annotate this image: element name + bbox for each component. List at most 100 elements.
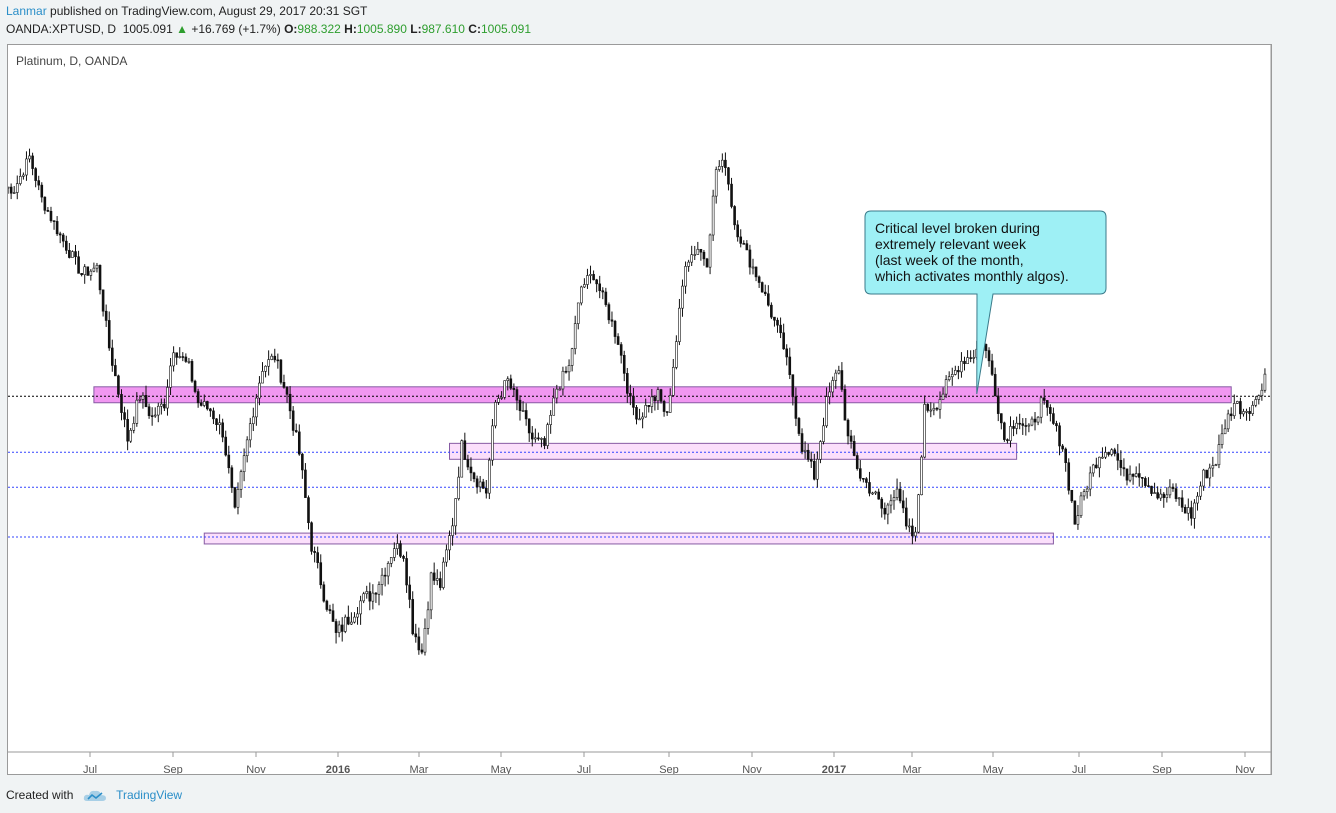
candle-body bbox=[15, 183, 19, 193]
candle-body bbox=[1009, 426, 1012, 442]
candle-body bbox=[1137, 473, 1141, 478]
candle-body bbox=[717, 166, 721, 170]
candle-body bbox=[86, 266, 90, 276]
candle-body bbox=[592, 274, 595, 281]
candle-body bbox=[491, 425, 494, 461]
candle-body bbox=[71, 251, 74, 258]
candle-body bbox=[1122, 467, 1126, 470]
candle-body bbox=[227, 454, 231, 469]
candle-body bbox=[206, 401, 209, 410]
candle-body bbox=[742, 243, 746, 245]
candle-body bbox=[785, 348, 789, 358]
candle-body bbox=[586, 275, 589, 285]
candle-body bbox=[1045, 400, 1049, 408]
candle-body bbox=[926, 404, 930, 411]
candle-body bbox=[147, 406, 151, 416]
candle-body bbox=[530, 432, 534, 440]
candle-body bbox=[1153, 492, 1156, 494]
candle-body bbox=[83, 266, 87, 276]
support-zone bbox=[93, 386, 1232, 404]
candle-body bbox=[840, 370, 844, 390]
low-value: 987.610 bbox=[421, 22, 465, 36]
candle-body bbox=[386, 563, 390, 577]
candle-body bbox=[908, 525, 911, 528]
x-tick-label: Nov bbox=[742, 764, 762, 774]
candle-body bbox=[843, 389, 847, 421]
candle-body bbox=[868, 482, 871, 494]
candle-body bbox=[1220, 433, 1224, 445]
candle-body bbox=[675, 341, 678, 368]
candle-body bbox=[218, 422, 221, 425]
candle-body bbox=[773, 316, 776, 321]
candle-body bbox=[527, 418, 531, 434]
candle-body bbox=[420, 649, 424, 653]
annotation-text: (last week of the month, bbox=[875, 252, 1024, 268]
candle-body bbox=[316, 552, 319, 563]
candle-body bbox=[999, 413, 1003, 424]
candle-body bbox=[929, 409, 933, 412]
candle-body bbox=[307, 497, 310, 524]
candle-body bbox=[954, 370, 957, 375]
candle-body bbox=[439, 578, 442, 588]
candle-body bbox=[233, 487, 237, 508]
candle-body bbox=[880, 498, 884, 509]
candle-body bbox=[1208, 467, 1212, 479]
candle-body bbox=[337, 624, 341, 633]
x-tick-label: Mar bbox=[903, 764, 922, 774]
candle-body bbox=[1024, 425, 1028, 427]
candle-body bbox=[126, 419, 129, 442]
candle-body bbox=[221, 422, 224, 438]
candle-body bbox=[58, 233, 62, 236]
candle-body bbox=[534, 437, 537, 440]
candle-body bbox=[632, 395, 635, 408]
candle-body bbox=[1205, 469, 1208, 479]
candle-body bbox=[104, 310, 108, 321]
x-tick-label: 2016 bbox=[326, 764, 350, 774]
candle-body bbox=[696, 248, 700, 255]
candle-body bbox=[1214, 464, 1218, 467]
candle-body bbox=[739, 236, 743, 244]
chart-panel[interactable]: Platinum, D, OANDA1260.0001220.0001180.0… bbox=[7, 44, 1272, 775]
candle-body bbox=[1150, 485, 1153, 494]
candle-body bbox=[626, 373, 629, 394]
candle-body bbox=[1064, 448, 1067, 464]
candle-body bbox=[552, 397, 556, 416]
candle-body bbox=[350, 621, 353, 625]
candle-body bbox=[107, 320, 111, 349]
tradingview-brand-link[interactable]: TradingView bbox=[116, 788, 183, 802]
candle-body bbox=[782, 332, 785, 350]
candle-body bbox=[1076, 515, 1080, 525]
price-chart[interactable]: Platinum, D, OANDA1260.0001220.0001180.0… bbox=[8, 45, 1271, 774]
candle-body bbox=[576, 302, 580, 324]
candle-body bbox=[564, 370, 568, 373]
candle-body bbox=[996, 395, 1000, 414]
candle-body bbox=[950, 374, 954, 378]
candle-body bbox=[454, 498, 457, 527]
candle-body bbox=[641, 416, 644, 420]
candle-body bbox=[638, 418, 641, 421]
candle-body bbox=[166, 387, 169, 409]
candle-body bbox=[960, 360, 963, 373]
candle-body bbox=[101, 289, 105, 312]
candle-body bbox=[770, 304, 773, 318]
candle-body bbox=[540, 438, 543, 440]
candle-body bbox=[380, 574, 384, 585]
candle-body bbox=[687, 261, 690, 267]
author-link[interactable]: Lanmar bbox=[6, 4, 47, 18]
candle-body bbox=[788, 356, 792, 375]
candle-body bbox=[874, 491, 877, 494]
candle-body bbox=[371, 592, 375, 602]
candle-body bbox=[19, 176, 22, 184]
candle-body bbox=[671, 367, 675, 396]
candle-body bbox=[616, 336, 620, 345]
candle-body bbox=[261, 371, 264, 384]
candle-body bbox=[110, 347, 114, 366]
candle-body bbox=[423, 628, 427, 653]
candle-body bbox=[1257, 395, 1261, 400]
candle-body bbox=[748, 249, 752, 268]
candle-body bbox=[484, 488, 488, 494]
candle-body bbox=[751, 266, 755, 269]
candle-body bbox=[733, 206, 736, 226]
candle-body bbox=[435, 578, 439, 581]
candle-body bbox=[708, 234, 712, 268]
